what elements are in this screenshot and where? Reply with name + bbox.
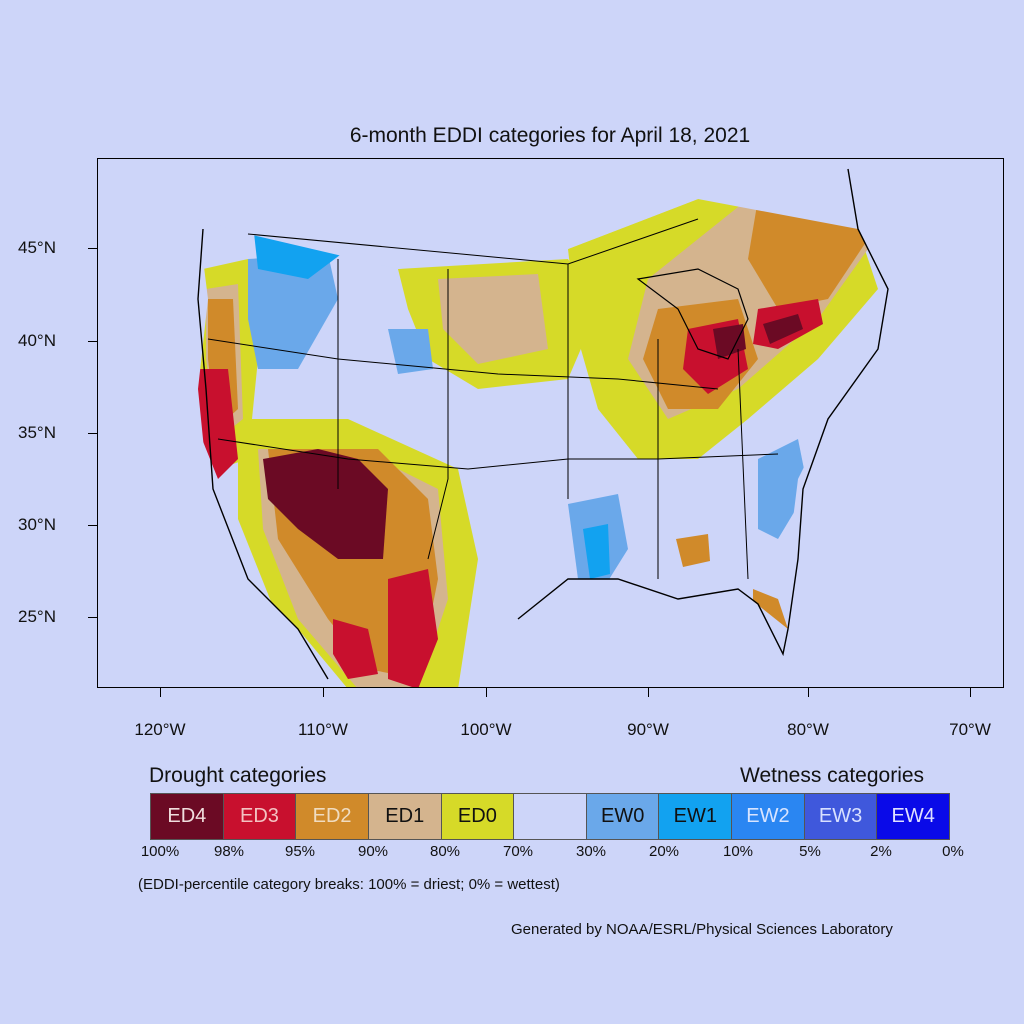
lon-tick-100 bbox=[486, 688, 487, 697]
lat-label-45: 45°N bbox=[18, 238, 56, 257]
pct-95: 95% bbox=[284, 843, 316, 860]
legend-ed2: ED2 bbox=[296, 794, 369, 839]
lon-tick-120 bbox=[160, 688, 161, 697]
lat-label-40: 40°N bbox=[18, 331, 56, 350]
lat-tick-30 bbox=[88, 525, 97, 526]
ed3-region-california bbox=[193, 369, 238, 479]
credit-line: Generated by NOAA/ESRL/Physical Sciences… bbox=[511, 921, 893, 938]
lat-label-30: 30°N bbox=[18, 515, 56, 534]
wetness-heading: Wetness categories bbox=[740, 764, 925, 787]
category-note: (EDDI-percentile category breaks: 100% =… bbox=[138, 876, 560, 893]
legend-ed1: ED1 bbox=[368, 794, 442, 839]
lon-label-70: 70°W bbox=[949, 720, 991, 739]
pct-100: 100% bbox=[140, 843, 180, 860]
lon-tick-90 bbox=[648, 688, 649, 697]
pct-0: 0% bbox=[942, 843, 964, 860]
ew0-region-colorado bbox=[388, 329, 433, 374]
pct-10: 10% bbox=[722, 843, 754, 860]
atlantic-ocean bbox=[788, 159, 1003, 687]
lat-label-35: 35°N bbox=[18, 423, 56, 442]
great-lakes-outline bbox=[636, 268, 749, 360]
canada-area bbox=[198, 159, 858, 269]
ed1-region-plains bbox=[438, 274, 548, 364]
pct-98: 98% bbox=[213, 843, 245, 860]
ed4-region-newyork bbox=[763, 314, 803, 344]
pct-80: 80% bbox=[429, 843, 461, 860]
gulf-of-mexico bbox=[498, 579, 798, 687]
lat-tick-25 bbox=[88, 617, 97, 618]
ew0-region-northwest bbox=[248, 254, 338, 369]
lat-label-25: 25°N bbox=[18, 607, 56, 626]
legend-ew3: EW3 bbox=[804, 794, 878, 839]
pct-2: 2% bbox=[870, 843, 892, 860]
lon-label-90: 90°W bbox=[627, 720, 669, 739]
legend-normal bbox=[514, 794, 587, 839]
map-panel bbox=[97, 158, 1004, 688]
ed4-region-southwest bbox=[263, 449, 388, 559]
pct-20: 20% bbox=[648, 843, 680, 860]
lat-tick-45 bbox=[88, 248, 97, 249]
legend-ed4: ED4 bbox=[151, 794, 224, 839]
pct-90: 90% bbox=[357, 843, 389, 860]
legend-ed3: ED3 bbox=[223, 794, 297, 839]
pct-30: 30% bbox=[575, 843, 607, 860]
ed3-region-sonora bbox=[333, 619, 378, 679]
lon-tick-110 bbox=[323, 688, 324, 697]
eddi-map bbox=[98, 159, 1003, 687]
drought-heading: Drought categories bbox=[149, 764, 327, 787]
lon-label-110: 110°W bbox=[298, 720, 348, 739]
ew1-region-louisiana bbox=[583, 524, 610, 579]
pacific-ocean bbox=[98, 159, 347, 687]
lon-tick-70 bbox=[970, 688, 971, 697]
lon-tick-80 bbox=[808, 688, 809, 697]
us-coastline bbox=[197, 168, 889, 680]
lat-tick-35 bbox=[88, 433, 97, 434]
ed2-region-alabama bbox=[676, 534, 710, 567]
lon-label-80: 80°W bbox=[787, 720, 829, 739]
legend-ed0: ED0 bbox=[441, 794, 515, 839]
legend-ew0: EW0 bbox=[586, 794, 660, 839]
pct-70: 70% bbox=[502, 843, 534, 860]
legend-ew2: EW2 bbox=[732, 794, 805, 839]
state-boundaries bbox=[207, 218, 779, 580]
ew0-region-carolinas bbox=[758, 439, 808, 539]
legend-ew1: EW1 bbox=[659, 794, 733, 839]
ed3-region-mexico bbox=[388, 569, 438, 687]
lat-tick-40 bbox=[88, 341, 97, 342]
legend-ew4: EW4 bbox=[877, 794, 950, 839]
map-title: 6-month EDDI categories for April 18, 20… bbox=[349, 124, 751, 147]
lon-label-100: 100°W bbox=[460, 720, 512, 739]
category-legend-bar: ED4 ED3 ED2 ED1 ED0 EW0 EW1 EW2 EW3 EW4 bbox=[150, 793, 950, 840]
pct-5: 5% bbox=[799, 843, 821, 860]
lon-label-120: 120°W bbox=[134, 720, 186, 739]
